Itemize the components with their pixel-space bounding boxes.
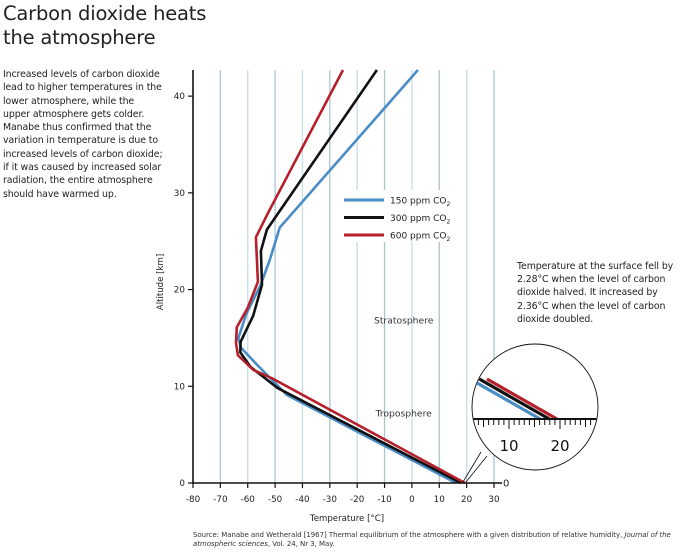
y-axis-label: Altitude [km] [156, 254, 166, 310]
x-tick-label: 20 [461, 495, 473, 505]
series-lines [234, 69, 466, 485]
y-tick-label: 40 [174, 92, 186, 102]
x-tick-label: 0 [409, 495, 415, 505]
title-line-2: the atmosphere [3, 26, 156, 49]
y-tick-label: 0 [179, 479, 185, 489]
x-tick-label: 10 [434, 495, 446, 505]
inset-tick-label: 20 [550, 437, 569, 455]
x-tick-label: -60 [241, 495, 256, 505]
series-line-300 [238, 69, 462, 485]
legend-label: 150 ppm CO2 [390, 197, 450, 209]
y-tick-label: 30 [174, 189, 186, 199]
x-tick-label: -50 [268, 495, 283, 505]
x-tick-label: 30 [488, 495, 500, 505]
region-label-stratosphere: Stratosphere [374, 315, 434, 326]
inset-tick-label: 10 [499, 437, 518, 455]
series-line-150 [237, 69, 457, 485]
inset-series-line [486, 377, 558, 421]
x-tick-label: -10 [377, 495, 392, 505]
series-line-600 [234, 69, 466, 485]
inset-content: 10 20 [472, 377, 598, 455]
x-tick-label: -40 [295, 495, 310, 505]
source-citation: Source: Manabe and Wetherald [1967] Ther… [193, 531, 680, 550]
x-tick-label: -30 [323, 495, 338, 505]
legend: 150 ppm CO2 300 ppm CO2 600 ppm CO2 [340, 190, 458, 243]
source-journal: Journal of the atmospheric sciences [193, 531, 671, 549]
legend-subscript: 2 [446, 201, 450, 208]
region-label-troposphere: Troposphere [375, 408, 433, 419]
intro-paragraph: Increased levels of carbon dioxide lead … [3, 69, 163, 200]
region-labels: Stratosphere Troposphere [374, 315, 434, 419]
legend-subscript: 2 [446, 236, 450, 243]
legend-label: 600 ppm CO2 [390, 232, 450, 244]
y-tick-label: 20 [174, 286, 186, 296]
magnifier-inset: 10 20 [462, 343, 599, 483]
y-tick-label: 10 [174, 382, 186, 392]
x-axis-end-zero-label: 0 [503, 479, 509, 490]
x-axis-label: Temperature [°C] [309, 514, 384, 524]
tick-labels: -80 -70 -60 -50 -40 -30 -20 -10 0 10 20 30010203040… [174, 92, 510, 505]
x-tick-label: -20 [350, 495, 365, 505]
source-prefix: Source: Manabe and Wetherald [1967] Ther… [193, 531, 625, 539]
inset-series-line [472, 377, 541, 421]
axes [188, 70, 502, 488]
page-title: Carbon dioxide heats the atmosphere [3, 2, 206, 50]
x-tick-label: -70 [213, 495, 228, 505]
legend-subscript: 2 [446, 219, 450, 226]
source-suffix: , Vol. 24, Nr 3, May. [267, 540, 335, 549]
title-line-1: Carbon dioxide heats [3, 2, 207, 25]
inset-pointer-line [465, 455, 488, 483]
surface-annotation: Temperature at the surface fell by 2.28°… [517, 261, 674, 325]
inset-pointer-line [462, 451, 482, 483]
legend-label: 300 ppm CO2 [390, 214, 450, 226]
x-tick-label: -80 [186, 495, 201, 505]
inset-series-line [478, 377, 551, 421]
